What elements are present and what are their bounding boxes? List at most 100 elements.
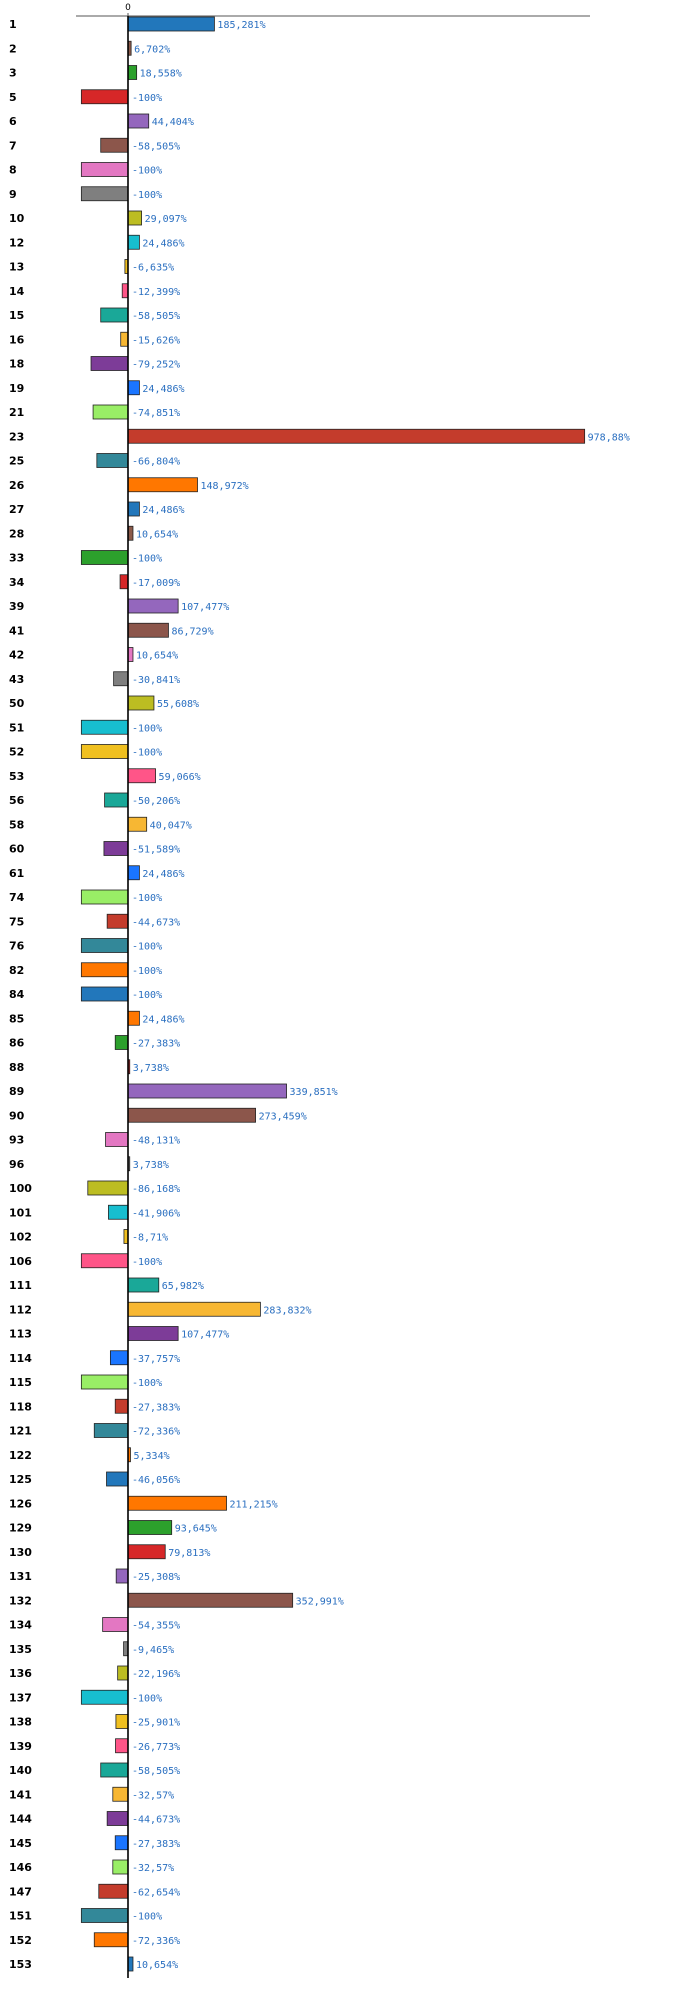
category-label-132: 132 xyxy=(9,1594,32,1607)
category-label-100: 100 xyxy=(9,1182,32,1195)
category-label-27: 27 xyxy=(9,503,24,516)
bar-151 xyxy=(80,1908,129,1923)
bar-15 xyxy=(100,307,129,323)
bar-61 xyxy=(127,865,140,881)
category-label-84: 84 xyxy=(9,988,25,1001)
value-label-106: -100% xyxy=(132,1257,162,1268)
bar-137 xyxy=(80,1689,129,1705)
category-label-126: 126 xyxy=(9,1497,32,1510)
bars-layer xyxy=(80,16,586,1972)
value-label-112: 283,832% xyxy=(263,1305,311,1316)
value-label-118: -27,383% xyxy=(132,1402,180,1413)
value-label-5: -100% xyxy=(132,93,162,104)
category-label-14: 14 xyxy=(9,285,25,298)
category-label-131: 131 xyxy=(9,1570,32,1583)
bar-51 xyxy=(80,719,129,735)
value-label-101: -41,906% xyxy=(132,1208,180,1219)
bar-8 xyxy=(80,162,129,177)
category-label-60: 60 xyxy=(9,843,25,856)
category-label-137: 137 xyxy=(9,1691,32,1704)
bar-27 xyxy=(127,501,140,517)
category-label-101: 101 xyxy=(9,1206,32,1219)
bar-147 xyxy=(98,1883,129,1899)
category-label-106: 106 xyxy=(9,1255,32,1268)
value-label-50: 55,608% xyxy=(157,699,199,710)
bar-14 xyxy=(121,283,129,299)
category-label-144: 144 xyxy=(9,1813,32,1826)
value-label-53: 59,066% xyxy=(159,772,201,783)
category-label-7: 7 xyxy=(9,139,17,152)
category-label-52: 52 xyxy=(9,746,24,759)
value-label-27: 24,486% xyxy=(142,505,184,516)
value-label-141: -32,57% xyxy=(132,1790,174,1801)
value-label-125: -46,056% xyxy=(132,1475,180,1486)
category-label-125: 125 xyxy=(9,1473,32,1486)
bar-1 xyxy=(127,16,215,32)
bar-9 xyxy=(80,186,129,202)
category-label-146: 146 xyxy=(9,1861,32,1874)
category-label-33: 33 xyxy=(9,552,24,565)
category-label-96: 96 xyxy=(9,1158,25,1171)
bar-113 xyxy=(127,1326,179,1341)
bar-76 xyxy=(80,938,129,953)
bar-25 xyxy=(96,453,129,468)
value-label-52: -100% xyxy=(132,748,162,759)
value-label-56: -50,206% xyxy=(132,796,180,807)
value-label-147: -62,654% xyxy=(132,1887,180,1898)
bar-19 xyxy=(127,380,140,396)
category-label-140: 140 xyxy=(9,1764,32,1777)
category-label-115: 115 xyxy=(9,1376,32,1389)
bar-138 xyxy=(115,1714,129,1729)
value-label-26: 148,972% xyxy=(201,481,249,492)
bar-10 xyxy=(127,210,142,226)
value-label-135: -9,465% xyxy=(132,1645,174,1656)
bar-18 xyxy=(90,356,129,371)
bar-101 xyxy=(108,1204,129,1220)
value-label-10: 29,097% xyxy=(145,214,187,225)
zero-tick-label: 0 xyxy=(125,3,131,13)
bar-129 xyxy=(127,1520,173,1535)
category-label-39: 39 xyxy=(9,600,24,613)
category-label-51: 51 xyxy=(9,721,24,734)
category-label-121: 121 xyxy=(9,1425,32,1438)
category-label-145: 145 xyxy=(9,1837,32,1850)
category-label-26: 26 xyxy=(9,479,25,492)
value-label-9: -100% xyxy=(132,190,162,201)
bar-7 xyxy=(100,137,129,153)
value-label-84: -100% xyxy=(132,990,162,1001)
category-label-85: 85 xyxy=(9,1012,24,1025)
bar-23 xyxy=(127,428,586,444)
category-label-114: 114 xyxy=(9,1352,32,1365)
value-label-43: -30,841% xyxy=(132,675,180,686)
bar-52 xyxy=(80,744,129,759)
category-label-139: 139 xyxy=(9,1740,32,1753)
value-label-42: 10,654% xyxy=(136,651,178,662)
bar-41 xyxy=(127,622,169,638)
category-label-129: 129 xyxy=(9,1522,32,1535)
bar-118 xyxy=(114,1398,129,1414)
category-label-15: 15 xyxy=(9,309,24,322)
value-label-126: 211,215% xyxy=(230,1499,278,1510)
value-label-115: -100% xyxy=(132,1378,162,1389)
category-label-134: 134 xyxy=(9,1619,32,1632)
value-label-18: -79,252% xyxy=(132,360,180,371)
category-label-102: 102 xyxy=(9,1231,32,1244)
value-label-102: -8,71% xyxy=(132,1233,168,1244)
bar-39 xyxy=(127,598,179,614)
bar-121 xyxy=(93,1423,129,1438)
value-label-144: -44,673% xyxy=(132,1815,180,1826)
category-label-8: 8 xyxy=(9,164,17,177)
value-label-85: 24,486% xyxy=(142,1014,184,1025)
bar-111 xyxy=(127,1277,160,1293)
category-label-23: 23 xyxy=(9,430,24,443)
value-label-1: 185,281% xyxy=(217,20,265,31)
category-label-141: 141 xyxy=(9,1788,32,1801)
axis-layer: 0 xyxy=(76,3,590,17)
value-label-89: 339,851% xyxy=(290,1087,338,1098)
bar-12 xyxy=(127,234,140,250)
value-label-34: -17,009% xyxy=(132,578,180,589)
bar-16 xyxy=(120,331,129,347)
category-label-1: 1 xyxy=(9,18,17,31)
bar-134 xyxy=(102,1617,129,1632)
value-label-76: -100% xyxy=(132,942,162,953)
